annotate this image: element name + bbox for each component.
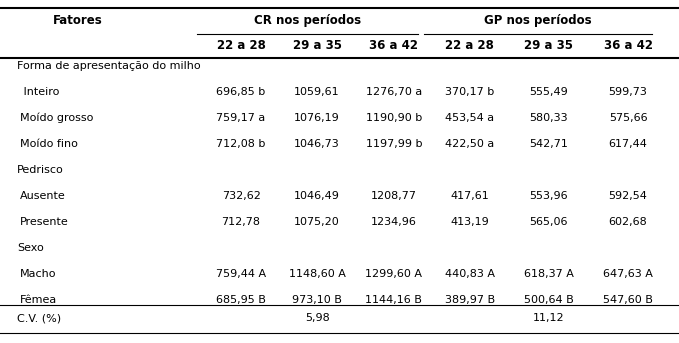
Text: 440,83 A: 440,83 A	[445, 269, 495, 280]
Text: 542,71: 542,71	[529, 139, 568, 149]
Text: 29 a 35: 29 a 35	[524, 39, 573, 52]
Text: Macho: Macho	[20, 269, 57, 280]
Text: 417,61: 417,61	[450, 191, 490, 201]
Text: GP nos períodos: GP nos períodos	[484, 14, 592, 27]
Text: 602,68: 602,68	[608, 217, 648, 227]
Text: 11,12: 11,12	[533, 313, 565, 323]
Text: 422,50 a: 422,50 a	[445, 139, 494, 149]
Text: 389,97 B: 389,97 B	[445, 295, 495, 306]
Text: 1234,96: 1234,96	[371, 217, 417, 227]
Text: 565,06: 565,06	[530, 217, 568, 227]
Text: 973,10 B: 973,10 B	[292, 295, 342, 306]
Text: Moído grosso: Moído grosso	[20, 113, 94, 123]
Text: 759,17 a: 759,17 a	[217, 113, 265, 123]
Text: 500,64 B: 500,64 B	[524, 295, 574, 306]
Text: 1197,99 b: 1197,99 b	[365, 139, 422, 149]
Text: 36 a 42: 36 a 42	[604, 39, 653, 52]
Text: 712,08 b: 712,08 b	[217, 139, 265, 149]
Text: 413,19: 413,19	[450, 217, 490, 227]
Text: 1190,90 b: 1190,90 b	[366, 113, 422, 123]
Text: 29 a 35: 29 a 35	[293, 39, 342, 52]
Text: 22 a 28: 22 a 28	[445, 39, 494, 52]
Text: Fêmea: Fêmea	[20, 295, 58, 306]
Text: 36 a 42: 36 a 42	[369, 39, 418, 52]
Text: 599,73: 599,73	[608, 87, 648, 97]
Text: Sexo: Sexo	[17, 243, 43, 253]
Text: 712,78: 712,78	[221, 217, 261, 227]
Text: 1059,61: 1059,61	[294, 87, 340, 97]
Text: Moído fino: Moído fino	[20, 139, 78, 149]
Text: 1208,77: 1208,77	[371, 191, 417, 201]
Text: 555,49: 555,49	[529, 87, 568, 97]
Text: 1046,73: 1046,73	[294, 139, 340, 149]
Text: Presente: Presente	[20, 217, 69, 227]
Text: 370,17 b: 370,17 b	[445, 87, 494, 97]
Text: 553,96: 553,96	[530, 191, 568, 201]
Text: C.V. (%): C.V. (%)	[17, 313, 61, 323]
Text: 732,62: 732,62	[221, 191, 261, 201]
Text: 580,33: 580,33	[530, 113, 568, 123]
Text: 617,44: 617,44	[608, 139, 648, 149]
Text: 1046,49: 1046,49	[294, 191, 340, 201]
Text: Ausente: Ausente	[20, 191, 66, 201]
Text: 1075,20: 1075,20	[294, 217, 340, 227]
Text: 1076,19: 1076,19	[294, 113, 340, 123]
Text: 22 a 28: 22 a 28	[217, 39, 265, 52]
Text: 575,66: 575,66	[609, 113, 647, 123]
Text: Fatores: Fatores	[53, 14, 103, 27]
Text: Inteiro: Inteiro	[20, 87, 60, 97]
Text: 759,44 A: 759,44 A	[216, 269, 266, 280]
Text: 453,54 a: 453,54 a	[445, 113, 494, 123]
Text: 696,85 b: 696,85 b	[217, 87, 265, 97]
Text: Pedrisco: Pedrisco	[17, 165, 64, 175]
Text: Forma de apresentação do milho: Forma de apresentação do milho	[17, 61, 200, 71]
Text: 1144,16 B: 1144,16 B	[365, 295, 422, 306]
Text: 5,98: 5,98	[305, 313, 330, 323]
Text: 685,95 B: 685,95 B	[216, 295, 266, 306]
Text: 592,54: 592,54	[608, 191, 648, 201]
Text: 1148,60 A: 1148,60 A	[289, 269, 346, 280]
Text: CR nos períodos: CR nos períodos	[254, 14, 361, 27]
Text: 547,60 B: 547,60 B	[603, 295, 653, 306]
Text: 1299,60 A: 1299,60 A	[365, 269, 422, 280]
Text: 1276,70 a: 1276,70 a	[366, 87, 422, 97]
Text: 618,37 A: 618,37 A	[524, 269, 574, 280]
Text: 647,63 A: 647,63 A	[603, 269, 653, 280]
